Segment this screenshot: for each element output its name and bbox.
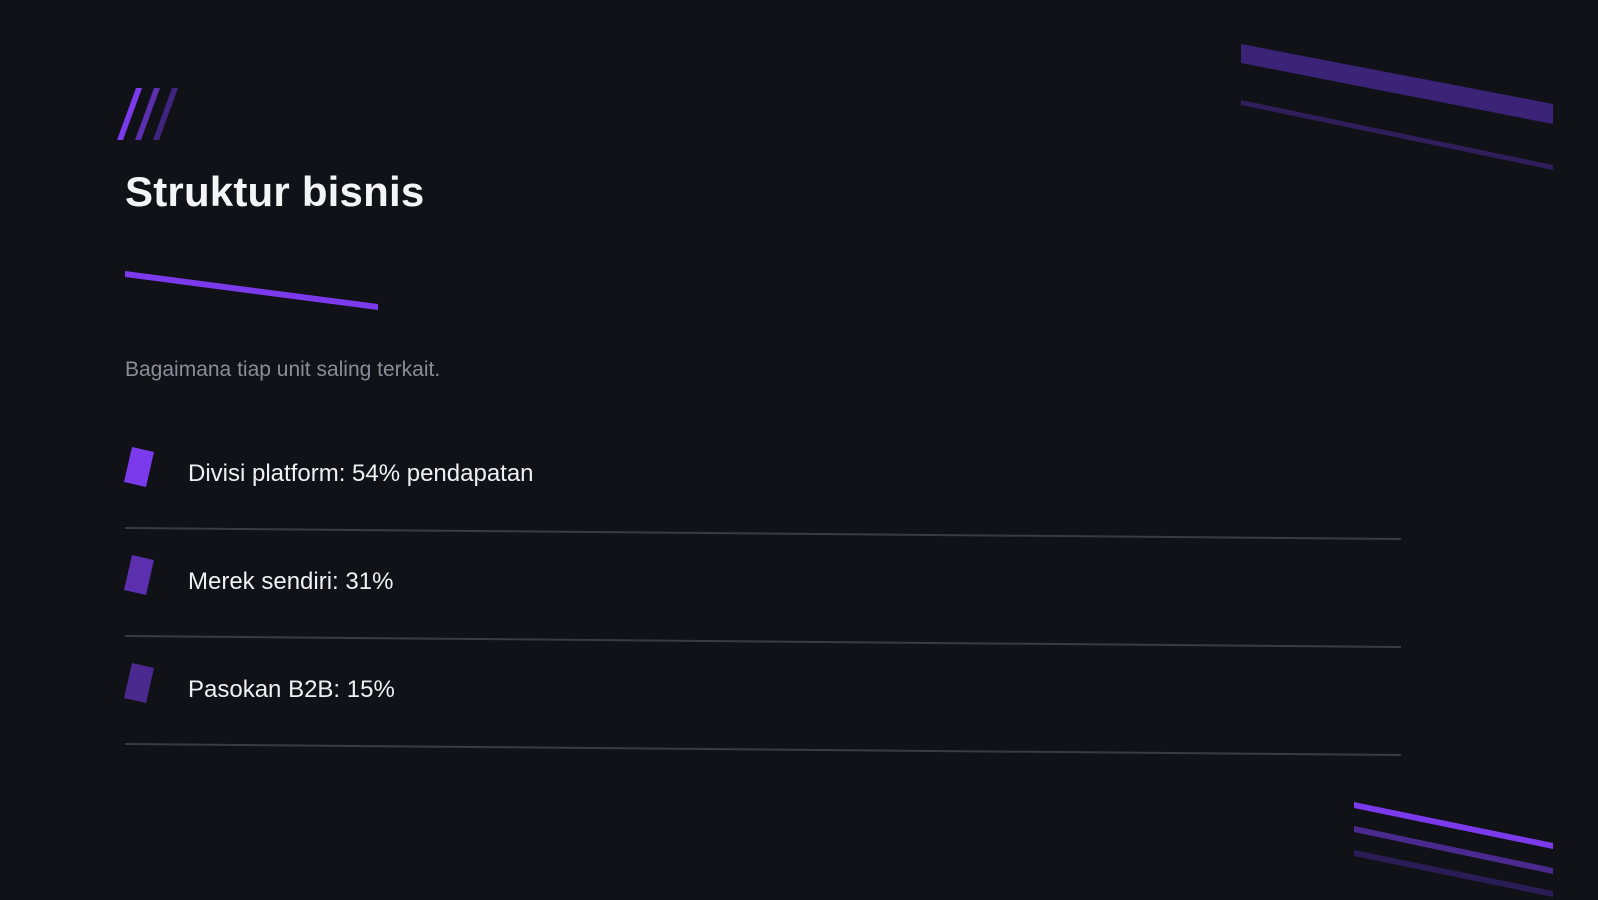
bottom-right-bars	[1354, 802, 1553, 897]
list-item-label: Pasokan B2B: 15%	[188, 676, 395, 703]
deco-bar	[1354, 850, 1553, 897]
slide-title: Struktur bisnis	[125, 168, 425, 215]
list-item-label: Divisi platform: 54% pendapatan	[188, 460, 534, 487]
list-item-label: Merek sendiri: 31%	[188, 568, 394, 595]
deco-bar	[1241, 100, 1553, 170]
row-divider	[124, 527, 1402, 540]
row-divider	[124, 743, 1402, 756]
bullet-marker-icon	[124, 555, 154, 595]
row-divider	[124, 635, 1402, 648]
slide-subtitle: Bagaimana tiap unit saling terkait.	[125, 358, 441, 381]
bullet-marker-icon	[124, 663, 154, 703]
deco-bar	[1241, 44, 1553, 124]
slash-mark	[135, 88, 160, 140]
slash-mark	[153, 88, 178, 140]
bullet-marker-icon	[124, 447, 154, 487]
slash-marks-icon	[117, 88, 178, 140]
title-underline-accent	[125, 271, 378, 310]
deco-bar	[1354, 802, 1553, 849]
top-right-bars	[1241, 44, 1553, 170]
slash-mark	[117, 88, 142, 140]
deco-bar	[1354, 826, 1553, 874]
